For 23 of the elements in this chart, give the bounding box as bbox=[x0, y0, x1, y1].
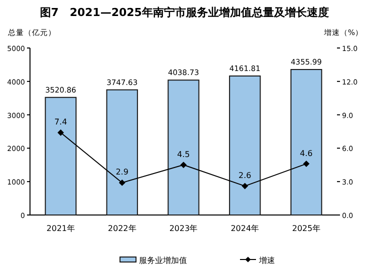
data-label: 4.5 bbox=[177, 150, 190, 159]
x-tick-label: 2023年 bbox=[169, 224, 198, 233]
chart-title: 图7 2021—2025年南宁市服务业增加值总量及增长速度 bbox=[40, 6, 329, 19]
point bbox=[180, 162, 187, 168]
x-tick-label: 2021年 bbox=[46, 224, 75, 233]
data-label: 2.9 bbox=[116, 168, 128, 177]
point bbox=[303, 160, 310, 167]
bar bbox=[229, 75, 261, 216]
x-tick-label: 2025年 bbox=[292, 224, 320, 233]
point bbox=[118, 180, 126, 186]
data-label: 2.6 bbox=[238, 171, 252, 180]
data-label: 7.4 bbox=[54, 118, 68, 127]
legend-label: 增速 bbox=[258, 256, 275, 265]
point bbox=[242, 182, 248, 190]
x-tick-label: 2024年 bbox=[230, 224, 260, 233]
bar bbox=[290, 69, 322, 216]
bar bbox=[168, 80, 200, 216]
bar bbox=[44, 96, 77, 216]
data-label: 4.6 bbox=[300, 148, 313, 158]
point bbox=[58, 129, 64, 136]
legend-label: 服务业增加值 bbox=[139, 256, 187, 265]
x-tick-label: 2022年 bbox=[108, 224, 136, 233]
bar bbox=[106, 89, 138, 216]
